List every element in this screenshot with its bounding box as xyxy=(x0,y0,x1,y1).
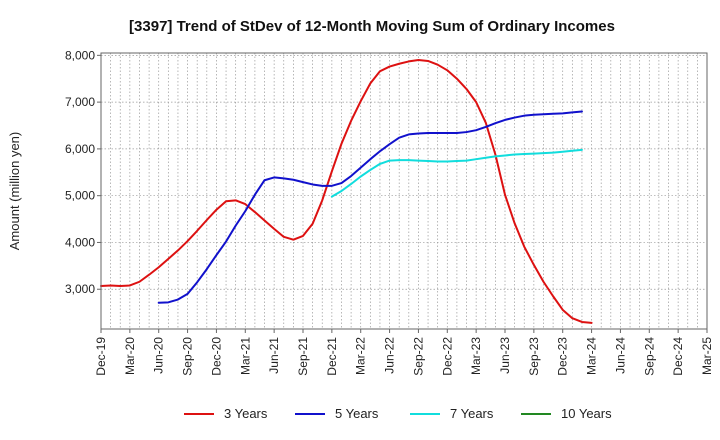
x-tick-label: Mar-25 xyxy=(700,337,714,375)
x-tick-label: Sep-20 xyxy=(181,337,195,376)
x-tick-label: Jun-21 xyxy=(267,337,281,374)
x-tick-label: Dec-19 xyxy=(94,337,108,376)
series-line-7-years xyxy=(330,148,583,198)
x-tick-label: Sep-21 xyxy=(296,337,310,376)
legend: 3 Years 5 Years 7 Years 10 Years xyxy=(184,406,612,421)
x-tick-label: Jun-24 xyxy=(613,337,627,374)
x-tick-label: Sep-22 xyxy=(411,337,425,376)
y-tick-label: 5,000 xyxy=(65,189,95,203)
y-axis-ticks: 3,000 4,000 5,000 6,000 7,000 8,000 xyxy=(65,48,101,296)
x-tick-label: Jun-20 xyxy=(152,337,166,374)
y-tick-label: 7,000 xyxy=(65,95,95,109)
x-tick-label: Dec-23 xyxy=(556,337,570,376)
x-tick-label: Mar-21 xyxy=(238,337,252,375)
y-tick-label: 3,000 xyxy=(65,282,95,296)
plot-area-frame xyxy=(100,52,708,330)
legend-label: 10 Years xyxy=(561,406,612,421)
series-line-5-years xyxy=(157,110,583,304)
y-tick-label: 4,000 xyxy=(65,235,95,249)
y-tick-label: 8,000 xyxy=(65,48,95,62)
series-line-3-years xyxy=(100,59,593,324)
chart-title: [3397] Trend of StDev of 12-Month Moving… xyxy=(129,18,615,35)
legend-label: 3 Years xyxy=(224,406,268,421)
y-tick-label: 6,000 xyxy=(65,142,95,156)
x-tick-label: Jun-23 xyxy=(498,337,512,374)
grid-lines xyxy=(101,53,707,329)
x-tick-label: Sep-23 xyxy=(527,337,541,376)
x-tick-label: Dec-21 xyxy=(325,337,339,376)
x-tick-label: Mar-24 xyxy=(585,337,599,375)
x-tick-label: Dec-22 xyxy=(440,337,454,376)
x-tick-label: Dec-24 xyxy=(671,337,685,376)
x-axis-ticks: Dec-19 Mar-20 Jun-20 Sep-20 Dec-20 Mar-21 Jun-… xyxy=(94,329,714,376)
legend-label: 5 Years xyxy=(335,406,379,421)
x-tick-label: Sep-24 xyxy=(642,337,656,376)
x-tick-label: Mar-22 xyxy=(354,337,368,375)
x-tick-label: Mar-20 xyxy=(123,337,137,375)
x-tick-label: Jun-22 xyxy=(383,337,397,374)
y-axis-title: Amount (million yen) xyxy=(7,132,22,251)
legend-label: 7 Years xyxy=(450,406,494,421)
x-tick-label: Dec-20 xyxy=(209,337,223,376)
series-lines xyxy=(100,59,593,324)
x-tick-label: Mar-23 xyxy=(469,337,483,375)
